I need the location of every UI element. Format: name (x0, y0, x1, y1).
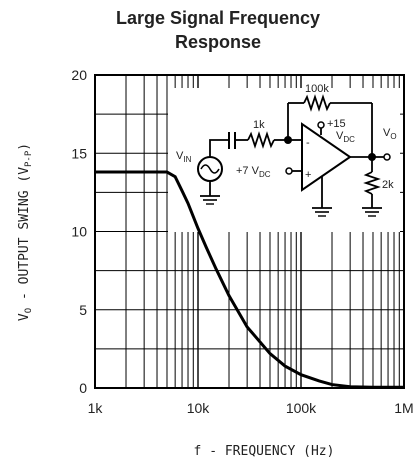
data-point (349, 386, 351, 388)
supply-label: +15 (327, 118, 346, 130)
y-tick-label: 0 (79, 380, 87, 396)
vin-label-main: V (176, 150, 184, 162)
bias-terminal-icon (285, 167, 293, 175)
data-point (205, 246, 207, 248)
data-point (331, 384, 333, 386)
supply-unit-main: V (336, 130, 344, 142)
data-point (197, 227, 199, 229)
circuit-background (168, 88, 400, 232)
data-point (174, 176, 176, 178)
vout-label-sub: O (390, 132, 396, 141)
supply-terminal-icon (317, 121, 325, 129)
y-axis-label-rest: - OUTPUT SWING (V (17, 167, 32, 308)
input-resistor-icon (247, 131, 275, 149)
data-point (403, 386, 405, 388)
series-points (94, 171, 405, 388)
y-tick-label: 20 (71, 67, 87, 83)
y-tick-label: 10 (71, 224, 87, 240)
data-point (228, 295, 230, 297)
data-point (125, 171, 127, 173)
sine-wave-icon (200, 164, 220, 174)
output-terminal-icon (383, 153, 391, 161)
x-tick-label: 1k (88, 400, 104, 416)
vin-label-sub: IN (183, 155, 191, 164)
load-resistor-label: 2k (382, 179, 394, 191)
series-curve (95, 170, 404, 389)
data-point (269, 353, 271, 355)
y-tick-label: 5 (79, 302, 87, 318)
y-axis-label: VO - OUTPUT SWING (VP-P) (17, 143, 34, 321)
x-tick-label: 10k (187, 400, 211, 416)
supply-unit-label: VDC (336, 130, 355, 144)
x-tick-label: 1M (394, 400, 413, 416)
op-amp-minus-label: - (306, 137, 310, 149)
bias-label-sub: DC (259, 170, 271, 179)
op-amp-icon (301, 122, 352, 192)
y-tick-label: 15 (71, 145, 87, 161)
vin-label: VIN (176, 150, 192, 164)
data-point (187, 202, 189, 204)
y-tick-labels: 0 5 10 15 20 (71, 67, 87, 396)
data-point (246, 326, 248, 328)
load-resistor-icon (363, 171, 381, 195)
circuit-inset: - + 100k 1k +15 VDC VIN +7 VDC VO 2k (168, 83, 400, 232)
vout-label: VO (383, 127, 397, 141)
data-point (284, 365, 286, 367)
data-point (318, 380, 320, 382)
x-tick-label: 100k (286, 400, 317, 416)
feedback-resistor-icon (303, 94, 331, 112)
input-resistor-label: 1k (253, 119, 265, 131)
y-axis-label-unit-sub: P-P (24, 150, 34, 167)
y-axis-label-close: ) (17, 143, 32, 151)
vin-wire-up (209, 139, 229, 157)
op-amp-plus-label: + (305, 169, 311, 181)
bias-label-main: +7 V (236, 165, 260, 177)
data-point (156, 171, 158, 173)
vout-label-main: V (383, 127, 391, 139)
chart-title-line1: Large Signal Frequency (116, 8, 320, 28)
supply-unit-sub: DC (343, 135, 355, 144)
data-point (300, 374, 302, 376)
plot-frame (94, 74, 405, 389)
y-axis-label-v: V (17, 313, 32, 321)
bias-label: +7 VDC (236, 165, 271, 179)
x-tick-labels: 1k 10k 100k 1M (88, 400, 414, 416)
data-point (372, 386, 374, 388)
x-axis-label: f - FREQUENCY (Hz) (194, 444, 335, 459)
data-point (94, 171, 96, 173)
y-axis-label-v-sub: O (24, 308, 34, 313)
data-point (215, 268, 217, 270)
chart-title-line2: Response (175, 32, 261, 52)
feedback-resistor-label: 100k (305, 83, 329, 95)
data-point (181, 190, 183, 192)
data-point (166, 171, 168, 173)
